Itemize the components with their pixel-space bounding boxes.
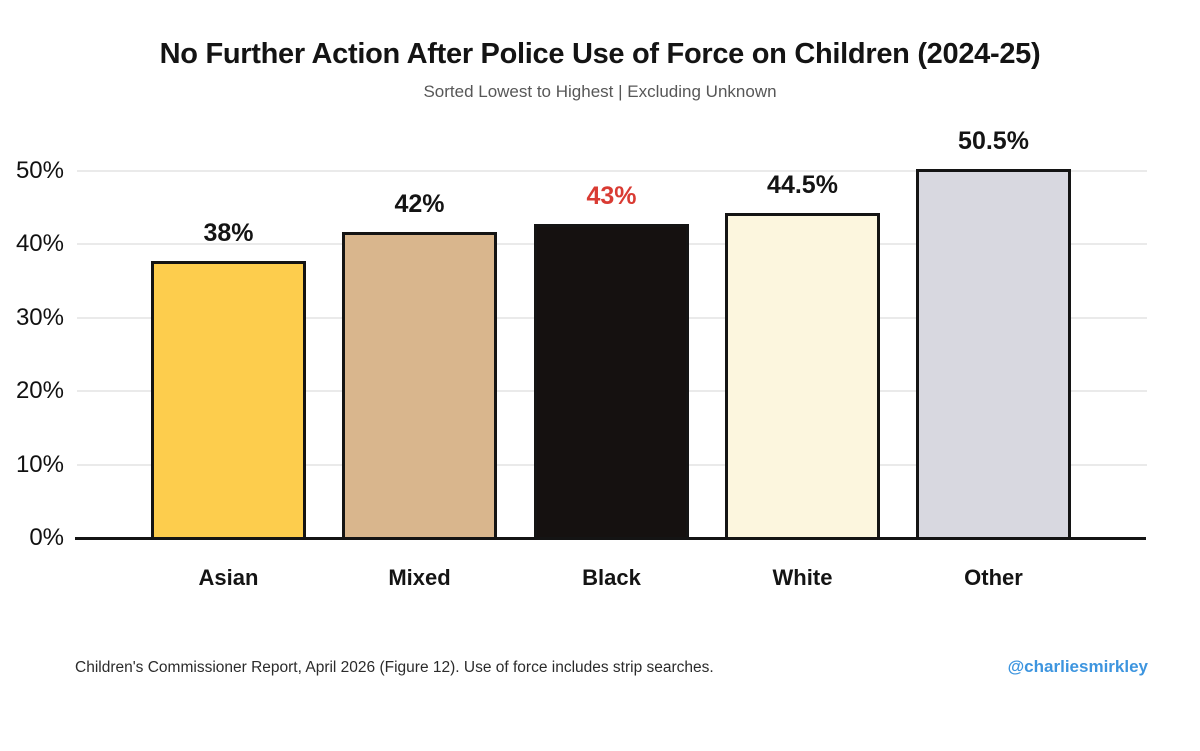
author-handle-link[interactable]: @charliesmirkley: [1007, 657, 1148, 676]
y-axis-tick-label: 30%: [15, 304, 64, 331]
chart-title: No Further Action After Police Use of Fo…: [159, 38, 1041, 70]
x-axis-line: [75, 537, 1146, 540]
y-axis-tick-label: 0%: [29, 524, 64, 551]
bar-other: [916, 169, 1071, 540]
y-axis-tick-label: 50%: [15, 157, 64, 184]
value-label-white: 44.5%: [767, 171, 838, 199]
chart-subtitle: Sorted Lowest to Highest | Excluding Unk…: [423, 82, 777, 101]
value-label-mixed: 42%: [394, 190, 445, 218]
value-label-other: 50.5%: [958, 127, 1029, 155]
y-axis-tick-label: 20%: [15, 377, 64, 404]
bar-mixed: [342, 232, 497, 540]
x-axis-label-black: Black: [582, 565, 641, 590]
y-axis-tick-label: 10%: [15, 451, 64, 478]
gridline-50: [77, 170, 1147, 172]
x-axis-label-mixed: Mixed: [388, 565, 451, 590]
y-axis-tick-label: 40%: [15, 230, 64, 257]
bar-black: [534, 224, 689, 540]
x-axis-label-asian: Asian: [198, 565, 259, 590]
bar-asian: [151, 261, 306, 540]
x-axis-label-other: Other: [964, 565, 1023, 590]
value-label-black: 43%: [586, 182, 637, 210]
x-axis-label-white: White: [772, 565, 833, 590]
bar-white: [725, 213, 880, 540]
source-note: Children's Commissioner Report, April 20…: [75, 659, 714, 676]
value-label-asian: 38%: [203, 219, 254, 247]
